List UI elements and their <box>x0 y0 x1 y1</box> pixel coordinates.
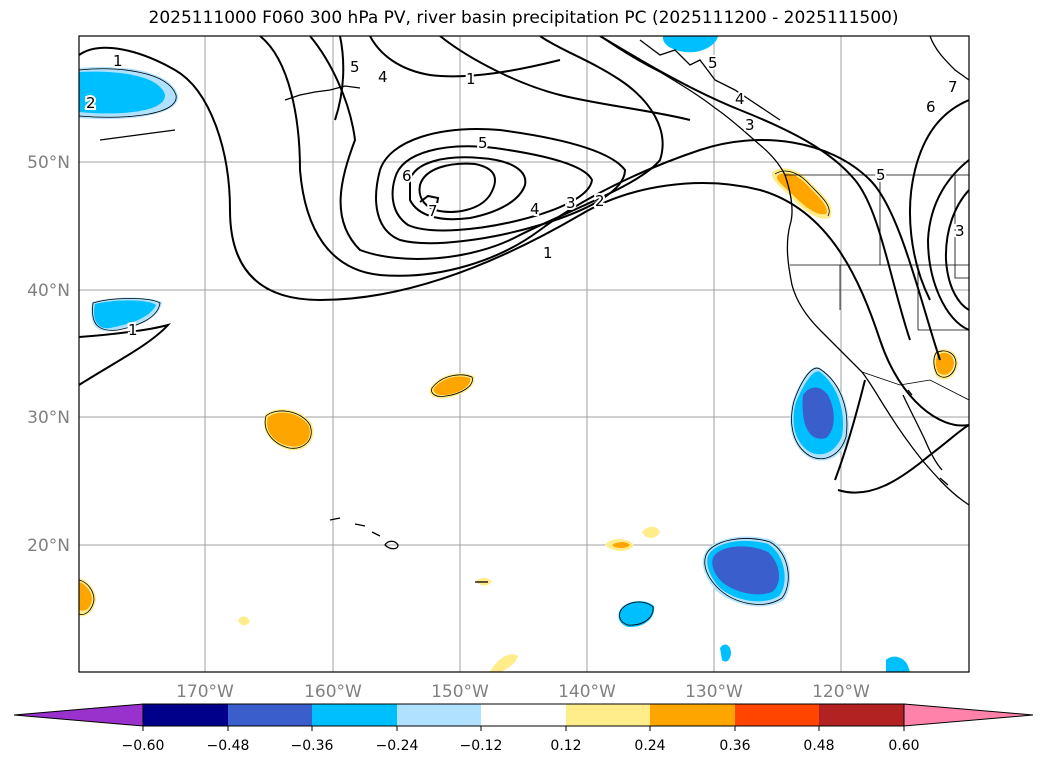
colorbar-tick-label: −0.36 <box>291 738 334 754</box>
colorbar-swatch <box>143 704 228 726</box>
colorbar-tick-label: 0.24 <box>634 738 665 754</box>
lon-label: 160°W <box>304 682 362 702</box>
map-frame <box>78 35 970 673</box>
positive-anomaly-area <box>612 542 630 548</box>
contour-label: 1 <box>128 321 138 339</box>
colorbar-tick-label: −0.48 <box>207 738 250 754</box>
graticule <box>79 36 969 672</box>
colorbar-swatch <box>650 704 735 726</box>
colorbar-extend-high <box>903 703 1034 727</box>
contour-label: 4 <box>378 68 388 86</box>
positive-anomaly-area <box>777 173 827 215</box>
colorbar-tick-label: −0.60 <box>122 738 165 754</box>
colorbar-outline <box>142 703 905 727</box>
colorbar-swatch <box>819 704 904 726</box>
coastlines <box>99 36 969 583</box>
contour-labels: 1 2 1 1 5 6 7 4 3 2 1 5 4 5 4 3 6 5 7 3 <box>84 50 967 341</box>
contour-label: 6 <box>402 167 412 185</box>
contour-label: 4 <box>530 200 540 218</box>
contour-label: 3 <box>745 116 755 134</box>
negative-anomaly-area <box>886 656 910 672</box>
lat-label: 30°N <box>27 408 70 428</box>
shading-outlines <box>79 68 957 626</box>
contour-label: 3 <box>566 194 576 212</box>
lon-label: 150°W <box>431 682 489 702</box>
contour-label: 6 <box>926 98 936 116</box>
colorbar-swatch <box>397 704 481 726</box>
lon-label: 170°W <box>176 682 234 702</box>
positive-anomaly-area <box>79 582 92 611</box>
lon-axis-labels: 170°W 160°W 150°W 140°W 130°W 120°W <box>176 682 870 702</box>
lon-label: 140°W <box>558 682 616 702</box>
lat-label: 20°N <box>27 536 70 556</box>
lon-label: 120°W <box>812 682 870 702</box>
negative-anomaly-area <box>802 387 834 439</box>
contour-label: 5 <box>478 134 488 152</box>
contour-label: 2 <box>86 94 96 112</box>
contour-label: 7 <box>948 78 958 96</box>
colorbar-tick-label: 0.60 <box>888 738 919 754</box>
colorbar-swatch <box>228 704 312 726</box>
colorbar-swatch <box>481 704 566 726</box>
contour-label: 5 <box>350 58 360 76</box>
positive-anomaly-area <box>433 376 471 396</box>
negative-anomaly-area <box>712 546 780 595</box>
contour-label: 5 <box>708 54 718 72</box>
lat-axis-labels: 50°N 40°N 30°N 20°N <box>27 153 70 556</box>
lat-label: 40°N <box>27 281 70 301</box>
positive-anomaly-area <box>238 616 250 626</box>
negative-anomaly-area <box>618 601 655 628</box>
colorbar-swatch <box>566 704 650 726</box>
negative-anomaly-area <box>720 644 731 662</box>
colorbar-swatch <box>735 704 819 726</box>
contour-label: 4 <box>735 90 745 108</box>
colorbar-tick-label: −0.12 <box>460 738 503 754</box>
negative-anomaly-area <box>662 36 718 53</box>
positive-anomaly-area <box>490 654 518 672</box>
pv-contours <box>79 36 969 494</box>
contour-label: 1 <box>543 244 553 262</box>
colorbar-tick-label: 0.36 <box>719 738 750 754</box>
negative-anomaly-area <box>79 71 166 114</box>
lon-label: 130°W <box>685 682 743 702</box>
contour-label: 2 <box>595 192 605 210</box>
colorbar-tick-label: 0.48 <box>803 738 834 754</box>
colorbar: −0.60 −0.48 −0.36 −0.24 −0.12 0.12 0.24 … <box>13 703 1034 754</box>
contour-label: 1 <box>113 52 123 70</box>
political-borders <box>785 174 969 401</box>
colorbar-extend-low <box>13 703 144 727</box>
colorbar-tick-label: −0.24 <box>376 738 419 754</box>
lat-label: 50°N <box>27 153 70 173</box>
positive-anomaly-area <box>642 526 660 538</box>
positive-anomaly-area <box>267 412 310 447</box>
contour-label: 7 <box>428 202 438 220</box>
contour-label: 5 <box>876 166 886 184</box>
colorbar-tick-label: 0.12 <box>550 738 581 754</box>
colorbar-swatch <box>312 704 397 726</box>
map-title: 2025111000 F060 300 hPa PV, river basin … <box>148 8 899 28</box>
precip-shading <box>79 36 958 672</box>
contour-label: 1 <box>466 70 476 88</box>
negative-anomaly-area <box>94 300 156 329</box>
contour-label: 3 <box>955 222 965 240</box>
